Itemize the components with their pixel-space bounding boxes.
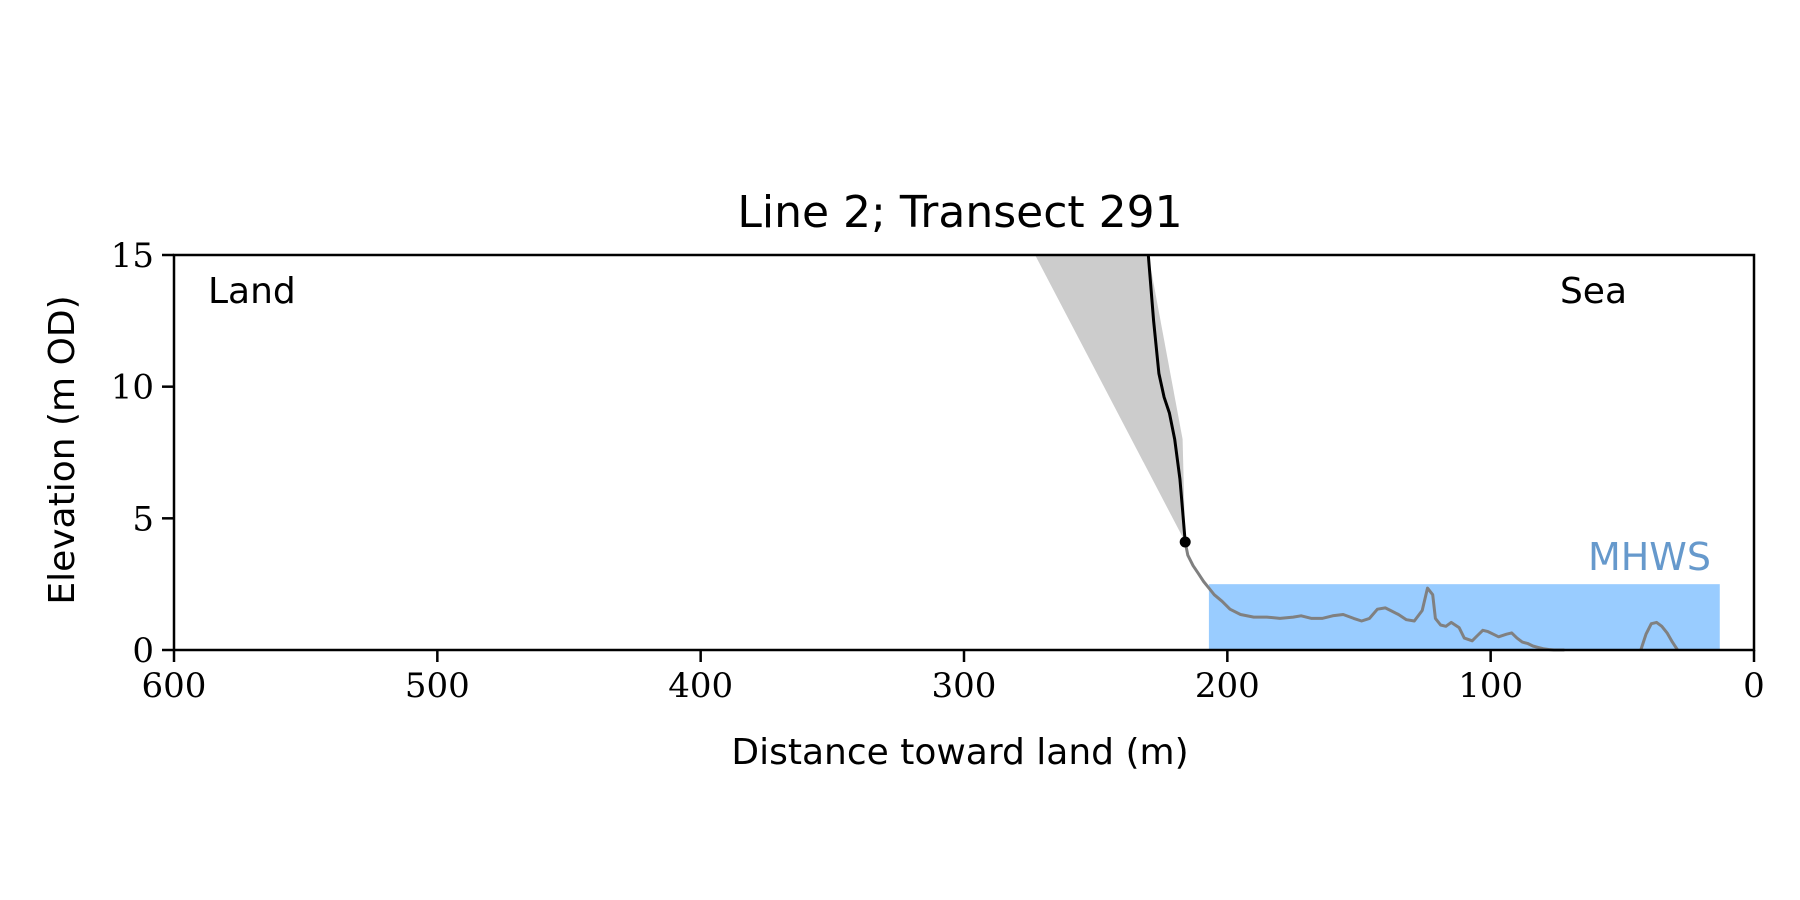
y-tick-label: 10 [111,368,154,408]
y-tick-label: 15 [111,236,154,276]
x-tick-label: 100 [1458,666,1523,706]
sea-label: Sea [1560,271,1627,312]
x-tick-label: 200 [1195,666,1260,706]
shaded-wedge [1035,255,1186,542]
series-line-beach [1183,541,1565,652]
series-layer [1146,254,1679,652]
chart-title: Line 2; Transect 291 [737,187,1182,238]
tick-layer: 600 500 400 300 200 100 0 0 5 10 15 [111,236,1765,706]
x-tick-label: 300 [932,666,997,706]
x-tick-label: 500 [405,666,470,706]
x-tick-label: 0 [1743,666,1765,706]
y-tick-label: 0 [132,631,154,671]
y-tick-label: 5 [132,499,154,539]
y-axis-label: Elevation (m OD) [42,295,83,604]
series-line-cliff [1146,254,1187,543]
x-tick-label: 400 [668,666,733,706]
mhws-label: MHWS [1588,535,1711,579]
series-line-sandbar [1639,620,1679,651]
land-label: Land [208,271,296,312]
plot-area [1035,254,1720,652]
x-tick-label: 600 [142,666,207,706]
x-axis-label: Distance toward land (m) [731,732,1188,773]
cliff-toe-marker [1179,536,1191,548]
